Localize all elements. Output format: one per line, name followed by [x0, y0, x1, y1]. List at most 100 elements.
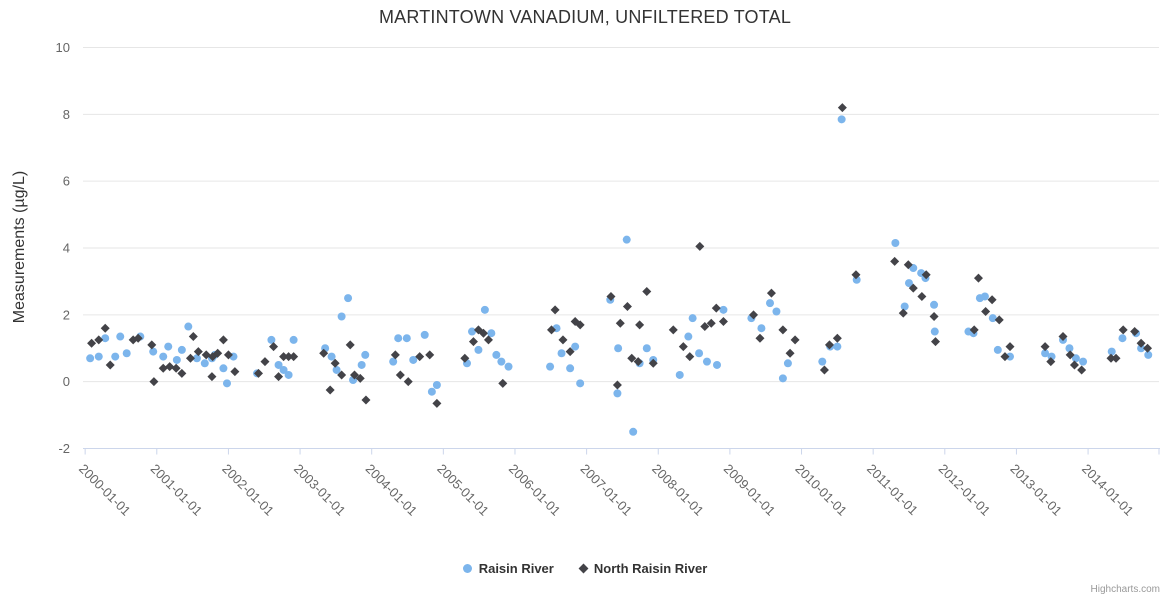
data-point[interactable]	[165, 362, 175, 372]
data-point[interactable]	[1136, 338, 1146, 348]
data-point[interactable]	[633, 357, 643, 367]
data-point[interactable]	[94, 335, 104, 345]
data-point[interactable]	[337, 370, 347, 380]
data-point[interactable]	[158, 363, 168, 373]
data-point[interactable]	[460, 353, 470, 363]
data-point[interactable]	[289, 335, 298, 344]
data-point[interactable]	[1069, 360, 1079, 370]
data-point[interactable]	[635, 320, 645, 330]
data-point[interactable]	[818, 357, 827, 366]
data-point[interactable]	[642, 286, 652, 296]
data-point[interactable]	[973, 273, 983, 283]
data-point[interactable]	[105, 360, 115, 370]
data-point[interactable]	[177, 345, 186, 354]
data-point[interactable]	[230, 367, 240, 377]
data-point[interactable]	[284, 370, 293, 379]
data-point[interactable]	[678, 342, 688, 352]
data-point[interactable]	[223, 350, 233, 360]
data-point[interactable]	[685, 352, 695, 362]
data-point[interactable]	[1144, 350, 1153, 359]
data-point[interactable]	[1005, 352, 1014, 361]
data-point[interactable]	[930, 327, 939, 336]
data-point[interactable]	[254, 368, 264, 378]
data-point[interactable]	[219, 364, 228, 373]
data-point[interactable]	[389, 357, 398, 366]
data-point[interactable]	[432, 381, 441, 390]
data-point[interactable]	[757, 324, 766, 333]
data-point[interactable]	[207, 372, 217, 382]
data-point[interactable]	[149, 377, 159, 387]
data-point[interactable]	[468, 337, 478, 347]
data-point[interactable]	[550, 305, 560, 315]
data-point[interactable]	[279, 365, 288, 374]
data-point[interactable]	[772, 307, 781, 316]
data-point[interactable]	[487, 329, 496, 338]
data-point[interactable]	[930, 300, 939, 309]
data-point[interactable]	[274, 372, 284, 382]
data-point[interactable]	[993, 345, 1002, 354]
data-point[interactable]	[274, 360, 283, 369]
data-point[interactable]	[116, 332, 125, 341]
data-point[interactable]	[921, 270, 931, 280]
data-point[interactable]	[1143, 343, 1153, 353]
data-point[interactable]	[403, 377, 413, 387]
data-point[interactable]	[566, 364, 575, 373]
legend-item-north-raisin-river[interactable]: North Raisin River	[578, 561, 707, 576]
data-point[interactable]	[546, 362, 555, 371]
data-point[interactable]	[565, 347, 575, 357]
data-point[interactable]	[700, 322, 710, 332]
data-point[interactable]	[819, 365, 829, 375]
data-point[interactable]	[612, 380, 622, 390]
data-point[interactable]	[824, 340, 834, 350]
data-point[interactable]	[319, 348, 329, 358]
data-point[interactable]	[394, 334, 403, 343]
data-point[interactable]	[1058, 332, 1068, 342]
data-point[interactable]	[260, 357, 270, 367]
data-point[interactable]	[706, 318, 716, 328]
data-point[interactable]	[332, 365, 341, 374]
data-point[interactable]	[695, 349, 704, 358]
data-point[interactable]	[483, 335, 493, 345]
data-point[interactable]	[613, 389, 622, 398]
data-point[interactable]	[833, 342, 842, 351]
data-point[interactable]	[504, 362, 513, 371]
data-point[interactable]	[193, 347, 203, 357]
data-point[interactable]	[325, 385, 335, 395]
legend-item-raisin-river[interactable]: Raisin River	[462, 561, 554, 576]
data-point[interactable]	[711, 303, 721, 313]
data-point[interactable]	[558, 335, 568, 345]
data-point[interactable]	[1130, 327, 1140, 337]
data-point[interactable]	[837, 115, 846, 124]
data-point[interactable]	[900, 302, 909, 311]
data-point[interactable]	[289, 352, 299, 362]
data-point[interactable]	[1046, 357, 1056, 367]
data-point[interactable]	[749, 310, 759, 320]
data-point[interactable]	[87, 338, 97, 348]
data-point[interactable]	[345, 340, 355, 350]
data-point[interactable]	[188, 332, 198, 342]
data-point[interactable]	[337, 312, 346, 321]
data-point[interactable]	[267, 335, 276, 344]
data-point[interactable]	[279, 352, 289, 362]
data-point[interactable]	[1137, 344, 1146, 353]
data-point[interactable]	[171, 363, 181, 373]
data-point[interactable]	[177, 368, 187, 378]
data-point[interactable]	[898, 308, 908, 318]
data-point[interactable]	[122, 349, 131, 358]
data-point[interactable]	[851, 270, 861, 280]
data-point[interactable]	[606, 291, 616, 301]
data-point[interactable]	[480, 305, 489, 314]
data-point[interactable]	[184, 322, 193, 331]
data-point[interactable]	[929, 312, 939, 322]
data-point[interactable]	[164, 342, 173, 351]
data-point[interactable]	[172, 355, 181, 364]
data-point[interactable]	[425, 350, 435, 360]
data-point[interactable]	[395, 370, 405, 380]
data-point[interactable]	[766, 299, 775, 308]
data-point[interactable]	[614, 344, 623, 353]
data-point[interactable]	[576, 379, 585, 388]
data-point[interactable]	[571, 342, 580, 351]
data-point[interactable]	[622, 301, 632, 311]
data-point[interactable]	[330, 358, 340, 368]
data-point[interactable]	[832, 333, 842, 343]
